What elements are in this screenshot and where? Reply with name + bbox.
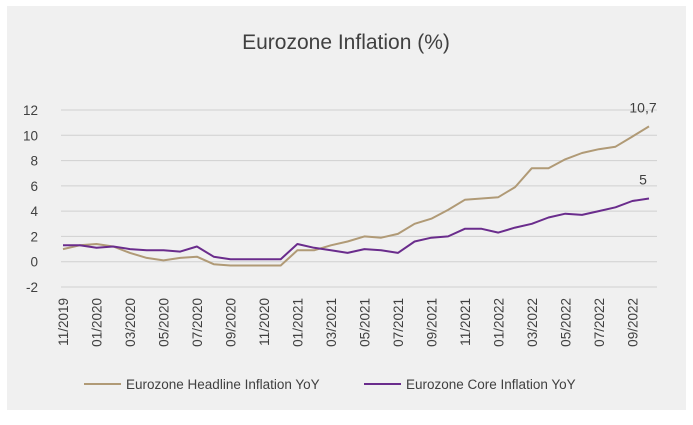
legend: Eurozone Headline Inflation YoY Eurozone … <box>84 377 576 392</box>
y-tick-label: 2 <box>30 229 38 244</box>
x-tick-label: 05/2022 <box>558 298 573 347</box>
x-tick-label: 11/2020 <box>257 298 272 346</box>
chart-title: Eurozone Inflation (%) <box>242 31 450 54</box>
x-tick-label: 05/2020 <box>156 298 171 347</box>
y-tick-label: 0 <box>30 255 38 270</box>
x-tick-label: 01/2020 <box>89 298 104 347</box>
y-tick-label: -2 <box>26 280 38 295</box>
series-lines <box>62 125 650 267</box>
x-tick-label: 05/2021 <box>357 298 372 347</box>
series-line-2 <box>63 197 650 261</box>
y-tick-label: 8 <box>30 154 38 169</box>
line-chart: Eurozone Inflation (%) 12 10 8 6 4 2 0 -2 11/20… <box>23 31 657 392</box>
y-tick-label: 4 <box>30 204 38 219</box>
x-tick-label: 07/2020 <box>190 298 205 347</box>
series-end-label: 5 <box>639 172 647 188</box>
x-tick-label: 07/2022 <box>592 298 607 347</box>
x-tick-label: 01/2021 <box>290 298 305 347</box>
x-tick-label: 07/2021 <box>391 298 406 347</box>
y-tick-label: 6 <box>30 179 38 194</box>
chart-frame: Eurozone Inflation (%) 12 10 8 6 4 2 0 -2 11/20… <box>7 6 686 410</box>
legend-entry: Eurozone Core Inflation YoY <box>406 377 576 392</box>
x-tick-label: 09/2022 <box>625 298 640 347</box>
y-axis-ticks: 12 10 8 6 4 2 0 -2 <box>23 103 39 295</box>
x-tick-label: 03/2022 <box>525 298 540 347</box>
end-labels: 10,75 <box>629 99 656 187</box>
x-tick-label: 09/2021 <box>424 298 439 347</box>
x-tick-label: 03/2021 <box>324 298 339 347</box>
grid-lines <box>61 109 657 288</box>
x-axis-ticks: 11/2019 01/2020 03/2020 05/2020 07/2020 09/20… <box>56 298 640 347</box>
x-tick-label: 11/2021 <box>458 298 473 346</box>
y-tick-label: 10 <box>23 128 38 143</box>
x-tick-label: 01/2022 <box>491 298 506 347</box>
x-tick-label: 11/2019 <box>56 298 71 346</box>
y-tick-label: 12 <box>23 103 38 118</box>
x-tick-label: 03/2020 <box>123 298 138 347</box>
legend-entry: Eurozone Headline Inflation YoY <box>126 377 320 392</box>
series-line-1 <box>62 125 650 267</box>
x-tick-label: 09/2020 <box>223 298 238 347</box>
series-end-label: 10,7 <box>629 99 656 115</box>
